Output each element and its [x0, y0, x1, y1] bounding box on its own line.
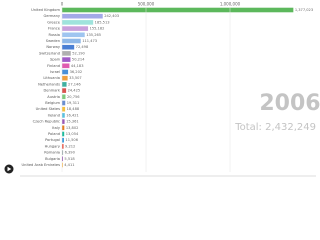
bar: [62, 7, 294, 13]
category-label: Belgium: [45, 101, 60, 105]
x-tick-label: 500,000: [138, 2, 155, 7]
bar: [62, 38, 81, 44]
bar: [62, 119, 65, 124]
category-label: Romania: [44, 151, 60, 155]
bar: [62, 63, 70, 69]
value-label: 185,513: [95, 20, 110, 24]
bar: [62, 131, 65, 137]
category-label: Hungary: [45, 144, 61, 148]
bar: [62, 100, 66, 106]
bar: [62, 144, 64, 149]
value-label: 13,054: [66, 132, 79, 136]
value-label: 13,802: [66, 126, 79, 130]
value-label: 155,182: [90, 27, 105, 31]
category-label: United Arab Emirates: [22, 163, 61, 167]
category-label: Norway: [46, 45, 61, 49]
value-label: 6,390: [65, 151, 76, 155]
category-label: Greece: [47, 20, 61, 24]
category-label: Netherlands: [38, 82, 60, 86]
x-tick-label: 1,000,000: [220, 2, 241, 7]
bar: [62, 20, 94, 25]
x-tick-label: 0: [61, 2, 64, 7]
value-label: 9,212: [65, 144, 75, 148]
value-label: 18,488: [67, 107, 80, 111]
bar: [62, 150, 64, 155]
value-label: 50,214: [72, 58, 85, 62]
category-label: Portugal: [45, 138, 60, 142]
value-label: 242,403: [104, 14, 119, 18]
bar: [62, 94, 66, 100]
category-label: Bulgaria: [45, 157, 60, 161]
bar: [62, 137, 64, 143]
category-label: Spain: [50, 58, 60, 62]
value-label: 111,473: [82, 39, 97, 43]
value-label: 1,377,023: [295, 8, 313, 12]
bar: [62, 82, 67, 87]
bar: [62, 69, 69, 75]
bar: [62, 51, 71, 56]
category-label: Denmark: [43, 89, 60, 93]
bar: [62, 162, 63, 168]
value-label: 11,506: [65, 138, 78, 142]
category-label: Italy: [52, 126, 61, 130]
bar: [62, 156, 63, 162]
value-label: 44,183: [71, 64, 84, 68]
bar: [62, 57, 71, 62]
category-label: Czech Republic: [33, 120, 60, 124]
value-label: 24,425: [68, 89, 81, 93]
value-label: 135,265: [86, 33, 101, 37]
bar: [62, 125, 65, 131]
bar: [62, 113, 65, 118]
value-label: 4,411: [64, 163, 74, 167]
bar: [62, 88, 67, 93]
value-label: 20,756: [67, 95, 80, 99]
value-label: 19,311: [67, 101, 80, 105]
category-label: Germany: [43, 14, 60, 18]
category-label: Switzerland: [39, 51, 60, 55]
value-label: 36,202: [70, 70, 83, 74]
value-label: 5,518: [64, 157, 75, 161]
value-label: 16,421: [66, 113, 79, 117]
category-label: Israel: [50, 70, 60, 74]
category-label: France: [48, 27, 61, 31]
category-label: Russia: [48, 33, 60, 37]
bar: [62, 32, 85, 38]
value-label: 52,190: [72, 51, 85, 55]
value-label: 33,507: [69, 76, 82, 80]
bar: [62, 26, 89, 31]
play-button[interactable]: [4, 164, 14, 174]
bar: [62, 13, 103, 19]
year-label: 2006: [259, 91, 320, 116]
value-label: 27,146: [68, 82, 81, 86]
bar: [62, 106, 66, 112]
category-label: Sweden: [46, 39, 60, 43]
category-label: Poland: [48, 132, 60, 136]
value-label: 72,498: [76, 45, 89, 49]
category-label: Ireland: [48, 113, 60, 117]
category-label: Austria: [47, 95, 60, 99]
category-label: Lithuania: [43, 76, 60, 80]
total-label: Total: 2,432,249: [234, 122, 316, 133]
category-label: United States: [36, 107, 60, 111]
bar: [62, 75, 68, 81]
bar: [62, 44, 75, 50]
category-label: United Kingdom: [31, 8, 60, 12]
value-label: 15,361: [66, 120, 79, 124]
category-label: Finland: [47, 64, 60, 68]
